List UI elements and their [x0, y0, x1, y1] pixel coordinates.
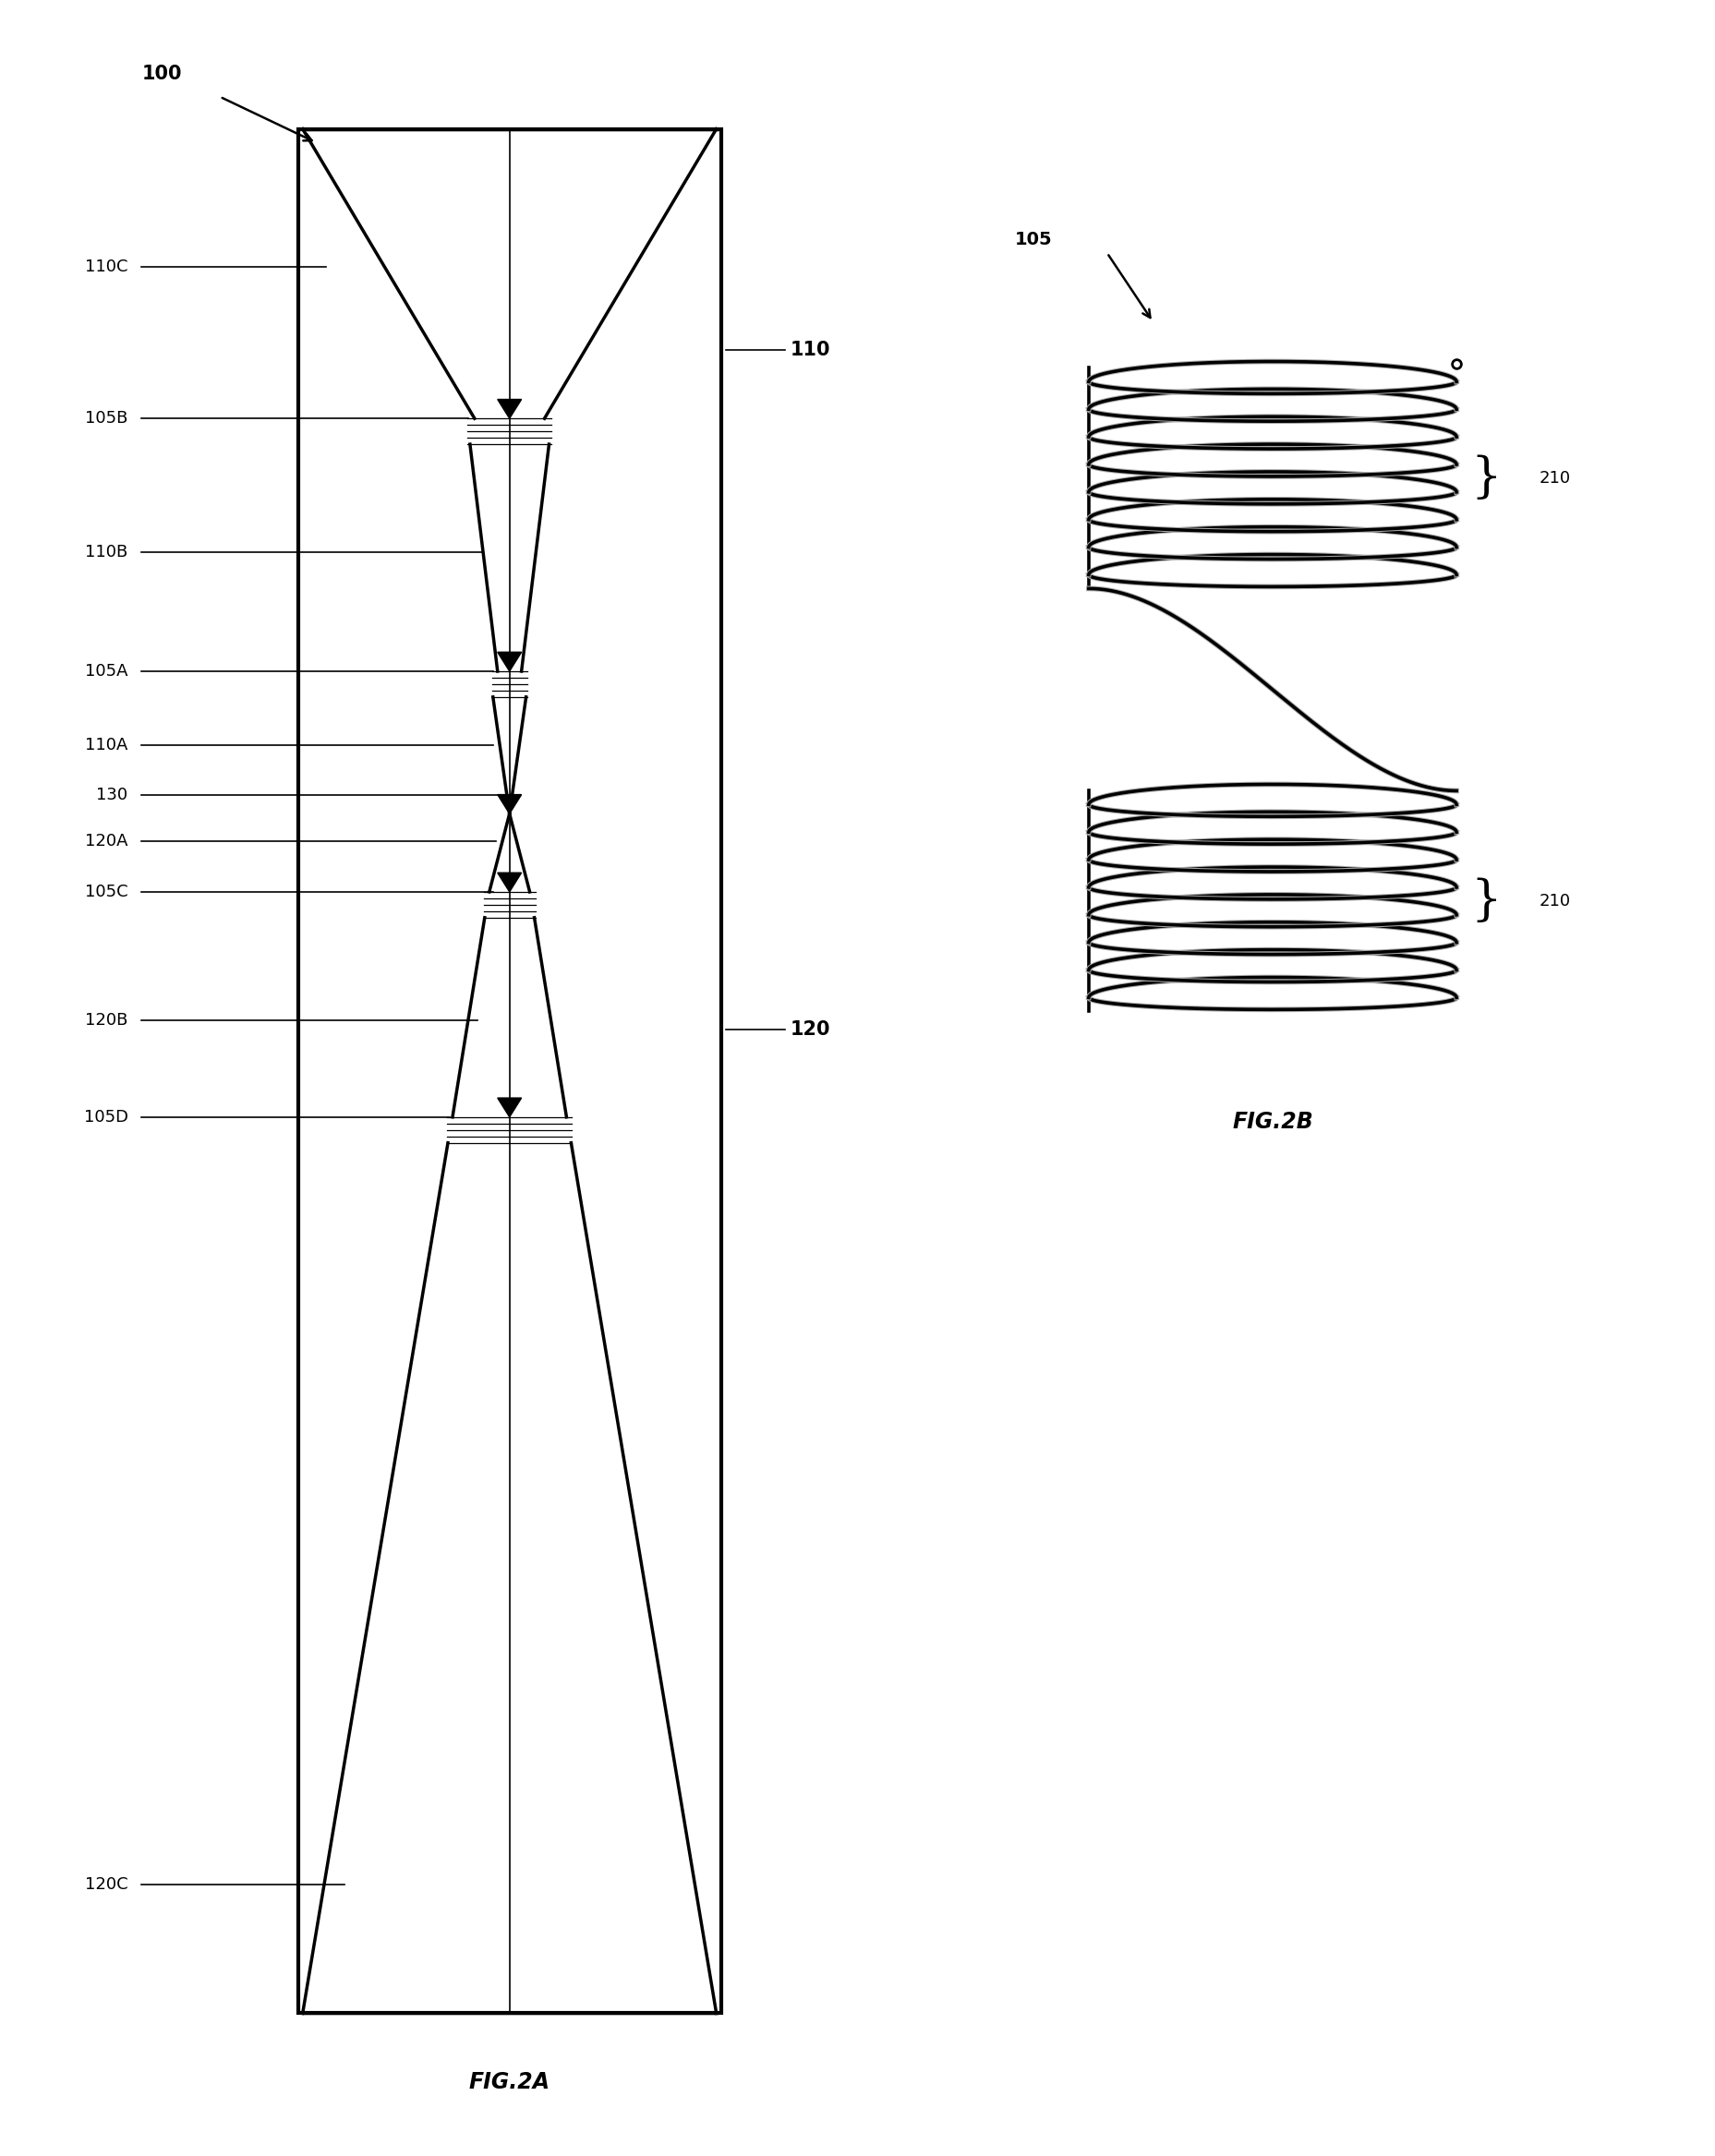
Text: 110: 110: [789, 341, 830, 358]
Polygon shape: [497, 399, 521, 418]
Text: 105: 105: [1015, 231, 1051, 248]
Text: 110A: 110A: [86, 737, 129, 752]
Text: FIG.2B: FIG.2B: [1231, 1110, 1312, 1132]
Text: 110B: 110B: [86, 543, 129, 561]
Text: 120B: 120B: [86, 1011, 129, 1028]
Polygon shape: [497, 873, 521, 893]
Text: 110C: 110C: [86, 259, 129, 276]
Text: 120: 120: [789, 1020, 830, 1039]
Text: 130: 130: [96, 787, 129, 804]
Text: 105B: 105B: [86, 410, 129, 427]
Polygon shape: [497, 796, 521, 813]
Text: 105D: 105D: [84, 1108, 129, 1125]
Text: 105A: 105A: [86, 662, 129, 679]
Text: }: }: [1470, 455, 1501, 502]
Text: 210: 210: [1538, 893, 1569, 910]
Text: 100: 100: [142, 65, 182, 84]
Polygon shape: [497, 1097, 521, 1117]
Text: FIG.2A: FIG.2A: [468, 2072, 551, 2093]
Bar: [298, 129, 720, 2014]
Polygon shape: [497, 651, 521, 671]
Text: 105C: 105C: [84, 884, 129, 901]
Text: 120C: 120C: [84, 1876, 129, 1893]
Text: 210: 210: [1538, 470, 1569, 487]
Text: }: }: [1470, 877, 1501, 925]
Text: 120A: 120A: [86, 832, 129, 849]
